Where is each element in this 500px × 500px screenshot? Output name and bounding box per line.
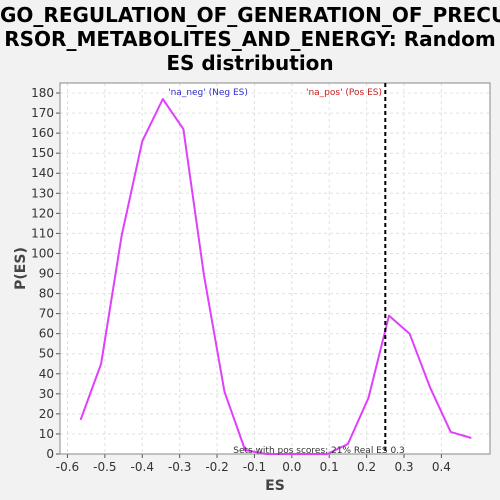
y-tick-label: 160	[31, 126, 54, 140]
y-tick-label: 0	[46, 447, 54, 461]
y-tick-label: 70	[39, 307, 54, 321]
x-tick-label: 0.0	[282, 460, 301, 474]
y-tick-label: 100	[31, 246, 54, 260]
neg-es-label: 'na_neg' (Neg ES)	[168, 88, 248, 98]
pos-scores-footer: Sets with pos scores: 21% Real ES 0.3	[233, 446, 405, 456]
plot-area	[60, 83, 490, 454]
chart-title-line-1: GO_REGULATION_OF_GENERATION_OF_PRECU	[0, 3, 500, 27]
y-tick-label: 50	[39, 347, 54, 361]
x-axis-label: ES	[265, 478, 285, 494]
axes: 0 10 20 30 40 50 60 70 80 90 100 110 120 130 140 150 160…	[31, 82, 491, 474]
es-distribution-line	[79, 98, 472, 455]
y-tick-label: 20	[39, 407, 54, 421]
y-axis-label: P(ES)	[13, 247, 29, 290]
chart-title-line-3: ES distribution	[166, 51, 334, 75]
x-tick-label: 0.4	[432, 460, 451, 474]
x-tick-label: -0.5	[93, 460, 116, 474]
y-tick-label: 60	[39, 327, 54, 341]
y-tick-label: 110	[31, 226, 54, 240]
y-tick-label: 170	[31, 106, 54, 120]
pos-es-label: 'na_pos' (Pos ES)	[306, 88, 382, 98]
y-tick-label: 120	[31, 206, 54, 220]
x-tick-label: -0.1	[243, 460, 266, 474]
y-tick-label: 40	[39, 367, 54, 381]
y-tick-label: 30	[39, 387, 54, 401]
x-tick-label: 0.2	[357, 460, 376, 474]
y-tick-label: 80	[39, 287, 54, 301]
y-tick-label: 150	[31, 146, 54, 160]
data-marks	[79, 83, 472, 455]
y-tick-label: 130	[31, 186, 54, 200]
y-tick-label: 90	[39, 267, 54, 281]
x-tick-label: -0.2	[205, 460, 228, 474]
y-tick-label: 140	[31, 166, 54, 180]
x-tick-label: 0.1	[320, 460, 339, 474]
x-tick-label: -0.6	[56, 460, 79, 474]
chart-title-line-2: RSOR_METABOLITES_AND_ENERGY: Random	[4, 27, 496, 51]
x-tick-label: 0.3	[394, 460, 413, 474]
x-tick-label: -0.3	[168, 460, 191, 474]
y-tick-label: 180	[31, 86, 54, 100]
x-tick-label: -0.4	[131, 460, 154, 474]
y-tick-label: 10	[39, 427, 54, 441]
